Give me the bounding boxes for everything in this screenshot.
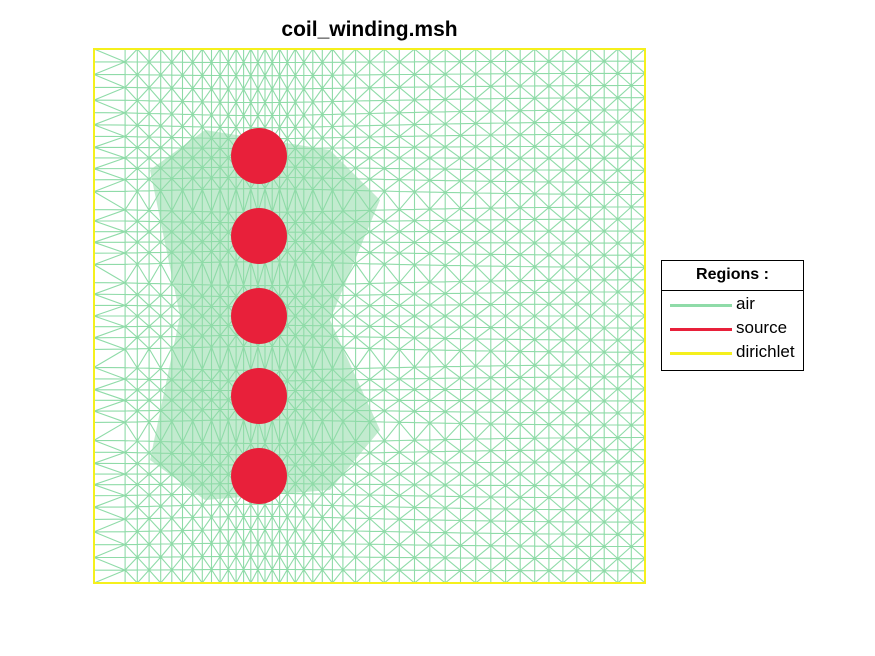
source-coil-1 [231,128,287,184]
legend-title: Regions : [662,261,803,291]
legend-label-dirichlet: dirichlet [736,342,795,361]
air-region-mesh [93,48,646,584]
source-coil-2 [231,208,287,264]
source-coil-5 [231,448,287,504]
legend-entry-dirichlet: dirichlet [662,341,803,365]
dirichlet-boundary [93,48,646,584]
legend-label-air: air [736,294,755,313]
source-coil-3 [231,288,287,344]
legend-line-source [670,328,732,331]
legend-line-air [670,304,732,307]
source-region [231,128,287,504]
legend-line-dirichlet [670,352,732,355]
source-coil-4 [231,368,287,424]
chart-title: coil_winding.msh [281,18,458,41]
legend-entry-source: source [662,317,803,341]
air-mesh-edges [93,48,646,584]
legend: Regions : air source dirichlet [661,260,804,371]
legend-label-source: source [736,318,788,337]
legend-entry-air: air [662,293,803,317]
